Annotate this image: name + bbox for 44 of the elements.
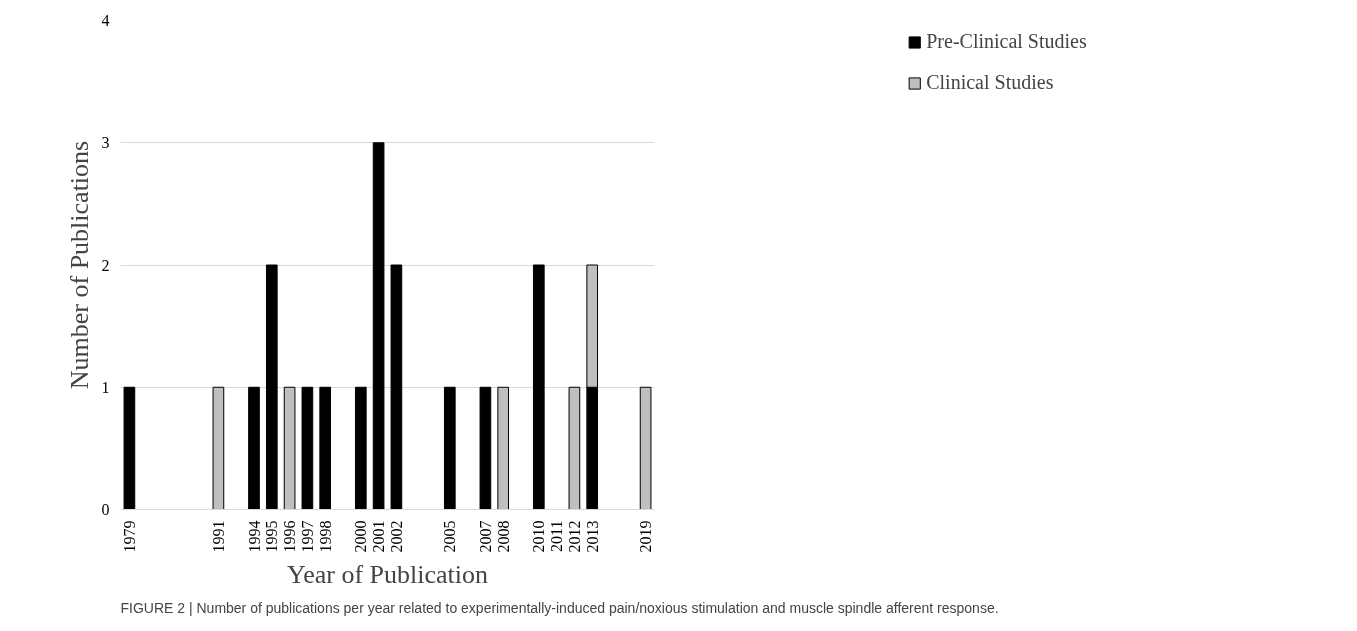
- x-tick-label: 1994: [245, 520, 263, 553]
- bar: [390, 264, 403, 510]
- x-tick-label: 2005: [441, 520, 459, 553]
- x-tick-label: 2000: [352, 520, 370, 553]
- x-tick-label: 1998: [316, 520, 334, 553]
- y-axis-title: Number of Publications: [64, 140, 94, 390]
- x-tick-label: 2011: [548, 520, 566, 552]
- x-tick-label: 2019: [637, 520, 655, 553]
- x-tick-label: 2007: [476, 520, 494, 553]
- caption: FIGURE 2 | Number of publications per year related to experimentally-induced pain/noxious stimulation and muscle spindle afferent response.: [120, 599, 999, 616]
- bar: [354, 386, 367, 510]
- legend-label: Clinical Studies: [926, 71, 1054, 94]
- x-axis-title: Year of Publication: [287, 560, 489, 590]
- bar: [532, 264, 545, 510]
- bar: [568, 386, 581, 510]
- y-tick-label: 2: [101, 256, 110, 274]
- x-tick-label: 1979: [120, 520, 138, 553]
- x-tick-label: 2002: [387, 520, 405, 553]
- bar: [319, 386, 332, 510]
- x-tick-label: 2010: [530, 520, 548, 553]
- bar: [639, 386, 652, 510]
- x-tick-label: 2001: [370, 520, 388, 553]
- x-tick-label: 1996: [281, 520, 299, 553]
- x-tick-label: 1995: [263, 520, 281, 553]
- bar: [283, 386, 296, 510]
- x-tick-label: 2008: [494, 520, 512, 553]
- y-tick-label: 4: [101, 12, 110, 29]
- bar: [123, 386, 136, 510]
- bar: [497, 386, 510, 510]
- bar: [443, 386, 456, 510]
- y-tick-label: 1: [101, 378, 110, 396]
- x-tick-label: 1997: [298, 520, 316, 553]
- bar: [212, 386, 225, 510]
- x-tick-label: 2013: [583, 520, 601, 553]
- x-tick-label: 1991: [209, 520, 227, 553]
- bar: [372, 142, 385, 510]
- legend-label: Pre-Clinical Studies: [926, 30, 1087, 53]
- y-tick-label: 0: [101, 501, 110, 518]
- x-tick-label: 2012: [565, 520, 583, 553]
- y-tick-label: 3: [101, 134, 110, 152]
- bar: [265, 264, 278, 510]
- bar: [301, 386, 314, 510]
- bar: [248, 386, 260, 510]
- bar: [479, 386, 492, 510]
